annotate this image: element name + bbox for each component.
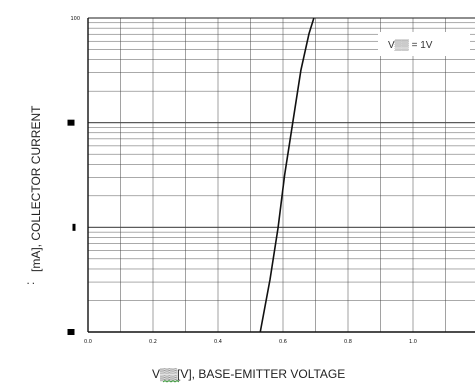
y-tick-marker	[72, 223, 76, 231]
x-tick-label: 0.8	[344, 339, 352, 345]
y-axis-prefix: :	[23, 282, 37, 285]
spellcheck-underline	[162, 380, 180, 383]
x-tick-label: 0.4	[214, 339, 222, 345]
y-axis-label: [mA], COLLECTOR CURRENT	[29, 105, 43, 272]
legend-box	[378, 32, 470, 56]
grid	[87, 17, 475, 333]
series-line	[259, 17, 315, 333]
x-tick-label: 0.6	[279, 339, 287, 345]
x-tick-label: 1.0	[409, 339, 417, 345]
x-axis-label: V▒▒[V], BASE-EMITTER VOLTAGE	[152, 367, 345, 381]
y-tick-labels: 100	[67, 16, 80, 335]
legend: V▒▒ = 1V	[378, 32, 470, 56]
y-tick-marker	[67, 329, 75, 335]
y-tick-label: 100	[70, 16, 80, 22]
plot-frame	[87, 17, 475, 333]
x-tick-labels: 0.00.20.40.60.81.01	[84, 339, 417, 345]
y-tick-marker	[67, 119, 75, 126]
x-tick-label: 0.2	[149, 339, 157, 345]
x-tick-label: 0.0	[84, 339, 92, 345]
legend-entry: V▒▒ = 1V	[388, 39, 433, 51]
